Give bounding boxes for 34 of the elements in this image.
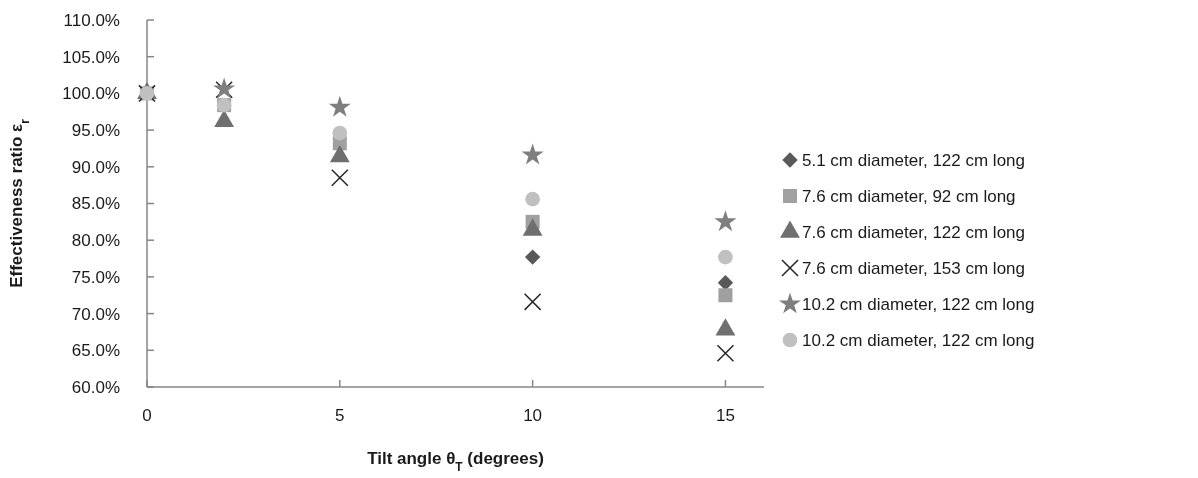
legend-label: 10.2 cm diameter, 122 cm long: [802, 330, 1035, 350]
y-tick-label: 90.0%: [71, 157, 120, 177]
y-tick-label: 65.0%: [71, 341, 120, 361]
legend-label: 10.2 cm diameter, 122 cm long: [802, 294, 1035, 314]
y-tick-label: 110.0%: [63, 10, 120, 30]
point: [328, 95, 351, 117]
point: [717, 275, 734, 291]
y-tick-label: 105.0%: [62, 47, 120, 67]
legend-label: 7.6 cm diameter, 153 cm long: [802, 258, 1026, 278]
point: [718, 288, 733, 303]
x-tick-label: 15: [715, 406, 735, 425]
point: [331, 169, 349, 187]
point: [716, 344, 735, 363]
y-tick-label: 60.0%: [71, 377, 120, 397]
y-tick-label: 80.0%: [71, 231, 120, 251]
point: [521, 143, 544, 165]
y-tick-label: 75.0%: [71, 267, 120, 287]
point: [524, 249, 541, 265]
legend-label: 7.6 cm diameter, 92 cm long: [802, 186, 1016, 206]
x-axis-title: Tilt angle θ$_{T}$ (degrees): [367, 449, 544, 474]
y-tick-label: 85.0%: [71, 194, 120, 214]
point: [525, 191, 540, 207]
point: [718, 249, 733, 265]
x-tick-label: 10: [523, 406, 543, 425]
legend-label: 5.1 cm diameter, 122 cm long: [802, 150, 1026, 170]
point: [523, 293, 542, 311]
y-tick-label: 100.0%: [62, 84, 120, 104]
point: [714, 210, 737, 232]
y-tick-label: 95.0%: [71, 121, 120, 141]
point: [332, 125, 348, 141]
legend-label: 7.6 cm diameter, 122 cm long: [802, 222, 1026, 242]
x-tick-label: 5: [335, 406, 345, 425]
x-tick-label: 0: [142, 406, 152, 425]
y-tick-label: 70.0%: [71, 304, 120, 324]
